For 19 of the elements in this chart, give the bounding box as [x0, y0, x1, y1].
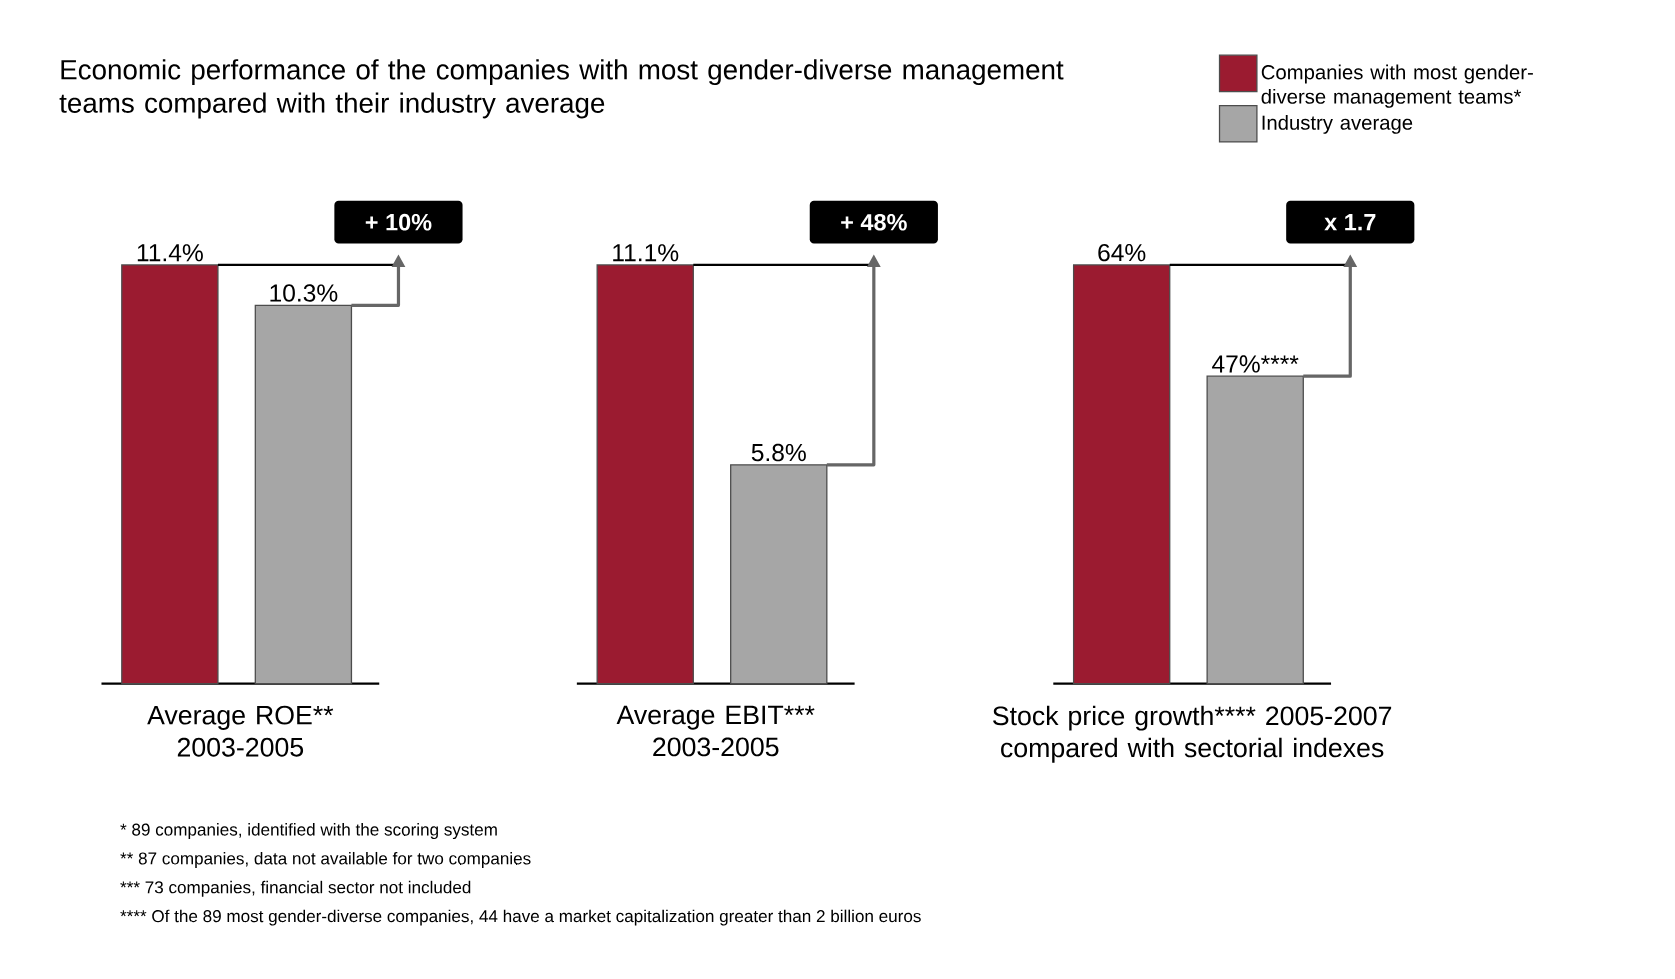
data-label: 11.1%: [613, 244, 679, 262]
text: * 89 companies, identified with the scoring system: [120, 823, 497, 840]
text: **** Of the 89 most gender-diverse companies, 44 have a market capitalization greater than 2 billion euros: [120, 909, 921, 926]
text: *** 73 companies, financial sector not included: [120, 881, 471, 897]
text: + 10%: [365, 214, 432, 231]
text: ** 87 companies, data not available for two companies: [120, 852, 531, 869]
data-label: 10.3%: [270, 284, 338, 302]
x-axis-title: Stock price growth**** 2005-2007 compared with sectorial indexes: [992, 705, 1392, 763]
legend-label: Industry average: [1262, 115, 1413, 135]
x-axis-title: Average ROE** 2003-2005: [147, 705, 334, 757]
data-label: 11.4%: [137, 244, 203, 262]
legend-label: Companies with most gender-diverse management teams*: [1261, 64, 1533, 109]
text: + 48%: [841, 214, 907, 231]
text: Economic performance of the companies with most gender-diverse management teams compared with their industry average: [59, 59, 1064, 119]
text: x 1.7: [1324, 214, 1376, 231]
data-label: 47%****: [1212, 355, 1299, 373]
data-label: 64%: [1098, 244, 1146, 262]
x-axis-title: Average EBIT*** 2003-2005: [616, 705, 815, 757]
data-label: 5.8%: [751, 444, 806, 462]
